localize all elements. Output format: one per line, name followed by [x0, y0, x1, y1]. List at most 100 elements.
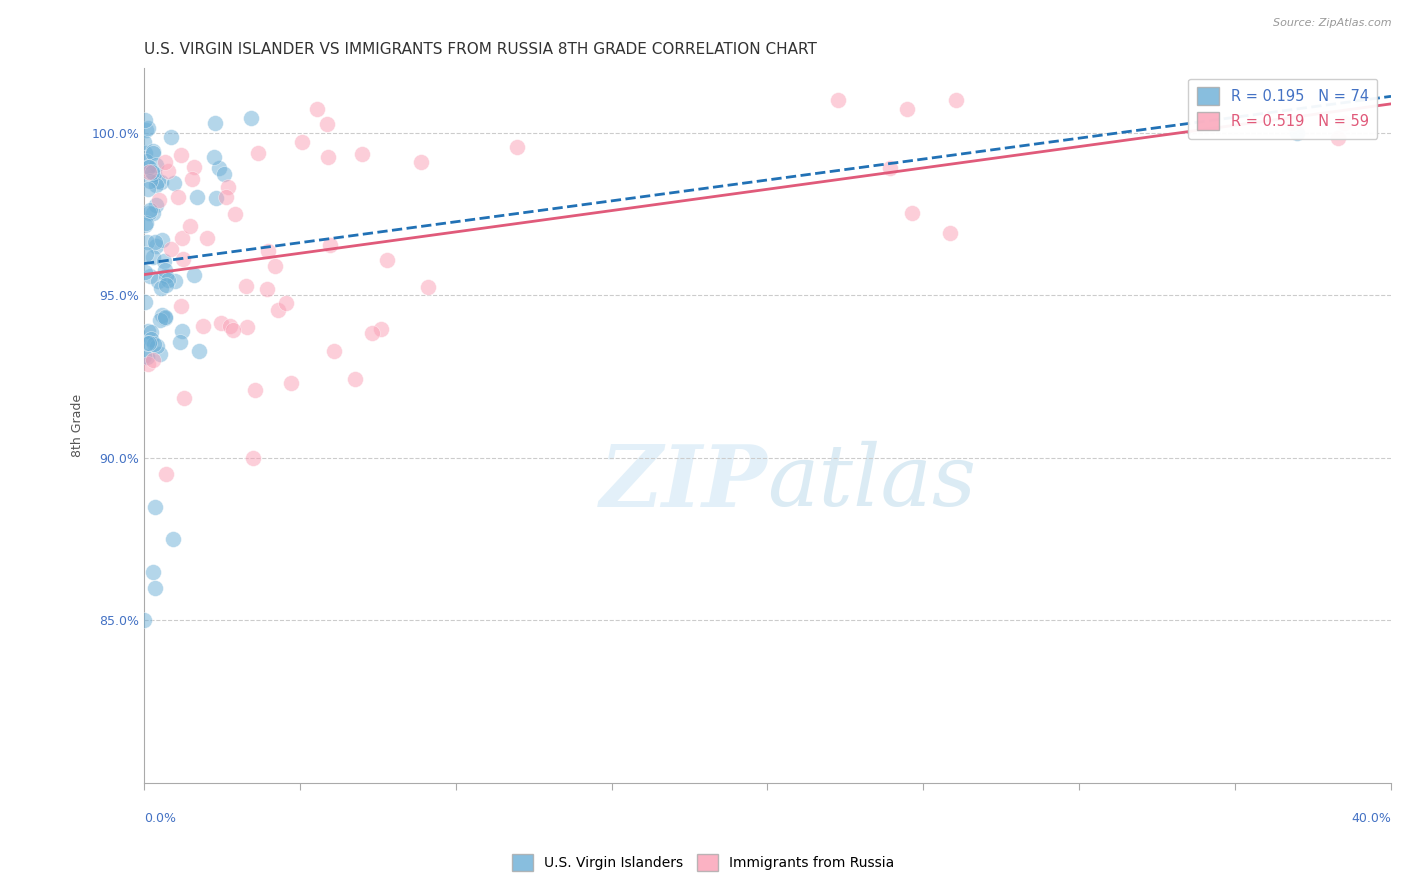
Point: [139, 202, 162, 217]
Point: [264, 259, 287, 273]
Text: U.S. VIRGIN ISLANDER VS IMMIGRANTS FROM RUSSIA 8TH GRADE CORRELATION CHART: U.S. VIRGIN ISLANDER VS IMMIGRANTS FROM …: [143, 42, 817, 57]
Point: [235, 279, 257, 293]
Point: [167, 190, 190, 204]
Point: [280, 376, 302, 390]
Point: [1333, 116, 1355, 130]
Point: [146, 338, 169, 352]
Text: 0.0%: 0.0%: [143, 812, 176, 824]
Point: [134, 112, 156, 127]
Point: [242, 450, 264, 465]
Point: [418, 280, 440, 294]
Point: [145, 178, 167, 193]
Point: [159, 243, 181, 257]
Text: 40.0%: 40.0%: [1351, 812, 1391, 824]
Point: [209, 317, 232, 331]
Point: [142, 168, 165, 182]
Point: [138, 206, 160, 220]
Point: [169, 299, 191, 313]
Point: [138, 335, 160, 350]
Point: [155, 268, 177, 283]
Point: [148, 174, 170, 188]
Point: [1286, 126, 1309, 140]
Point: [138, 121, 160, 136]
Point: [267, 303, 290, 318]
Point: [142, 145, 165, 160]
Point: [236, 319, 259, 334]
Point: [187, 343, 209, 358]
Point: [409, 155, 432, 169]
Point: [506, 139, 529, 153]
Text: ZIP: ZIP: [599, 441, 768, 524]
Point: [136, 325, 159, 339]
Point: [343, 372, 366, 386]
Point: [159, 130, 181, 145]
Point: [163, 176, 186, 190]
Point: [135, 216, 157, 230]
Point: [157, 273, 180, 287]
Point: [138, 160, 160, 174]
Point: [186, 190, 208, 204]
Point: [139, 174, 162, 188]
Point: [148, 194, 170, 208]
Point: [180, 172, 202, 186]
Point: [136, 160, 159, 174]
Point: [246, 145, 269, 160]
Point: [134, 265, 156, 279]
Point: [204, 150, 226, 164]
Point: [212, 167, 235, 181]
Point: [207, 161, 229, 175]
Point: [138, 357, 160, 371]
Point: [145, 239, 167, 253]
Point: [1327, 131, 1350, 145]
Point: [146, 274, 169, 288]
Legend: U.S. Virgin Islanders, Immigrants from Russia: U.S. Virgin Islanders, Immigrants from R…: [506, 848, 900, 876]
Point: [256, 282, 278, 296]
Y-axis label: 8th Grade: 8th Grade: [72, 393, 84, 457]
Point: [135, 123, 157, 137]
Point: [240, 111, 263, 125]
Point: [149, 347, 172, 361]
Point: [162, 532, 184, 546]
Point: [169, 334, 191, 349]
Point: [222, 323, 245, 337]
Point: [153, 154, 176, 169]
Point: [136, 182, 159, 196]
Point: [1281, 116, 1303, 130]
Point: [165, 274, 187, 288]
Point: [370, 322, 392, 336]
Point: [153, 253, 176, 268]
Point: [141, 326, 163, 340]
Point: [150, 233, 173, 247]
Point: [183, 161, 205, 175]
Point: [307, 102, 329, 116]
Point: [172, 324, 194, 338]
Point: [142, 337, 165, 351]
Point: [350, 146, 373, 161]
Point: [901, 206, 924, 220]
Point: [375, 253, 398, 268]
Point: [218, 319, 240, 334]
Point: [170, 148, 193, 162]
Point: [319, 238, 342, 252]
Point: [150, 308, 173, 322]
Point: [150, 281, 173, 295]
Point: [143, 581, 166, 595]
Point: [142, 353, 165, 368]
Point: [150, 175, 173, 189]
Point: [141, 250, 163, 264]
Point: [143, 500, 166, 514]
Point: [148, 313, 170, 327]
Point: [173, 391, 195, 405]
Point: [155, 278, 177, 293]
Point: [134, 145, 156, 160]
Point: [204, 116, 226, 130]
Point: [896, 103, 918, 117]
Point: [134, 614, 156, 628]
Point: [135, 350, 157, 364]
Point: [135, 153, 157, 168]
Point: [142, 565, 165, 579]
Point: [138, 164, 160, 178]
Point: [205, 191, 228, 205]
Point: [145, 198, 167, 212]
Point: [139, 332, 162, 346]
